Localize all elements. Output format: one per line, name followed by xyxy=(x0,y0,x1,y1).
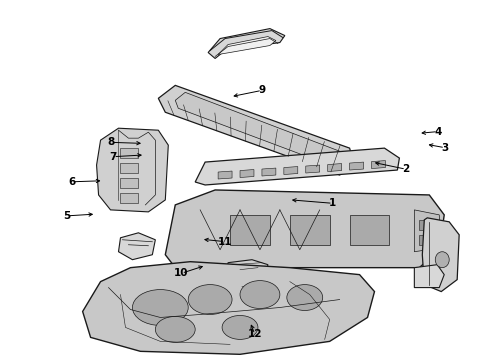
Ellipse shape xyxy=(287,285,323,310)
Polygon shape xyxy=(284,167,298,175)
Text: 12: 12 xyxy=(247,329,262,339)
Text: 5: 5 xyxy=(63,211,71,221)
Polygon shape xyxy=(240,170,254,177)
Text: 6: 6 xyxy=(68,177,75,187)
Polygon shape xyxy=(121,193,138,203)
Polygon shape xyxy=(419,235,434,245)
Polygon shape xyxy=(422,218,459,292)
Ellipse shape xyxy=(240,280,280,309)
Polygon shape xyxy=(262,168,276,176)
Ellipse shape xyxy=(188,285,232,315)
Polygon shape xyxy=(415,265,444,288)
Text: 11: 11 xyxy=(218,237,233,247)
Text: 10: 10 xyxy=(174,268,189,278)
Text: 8: 8 xyxy=(107,138,114,147)
Polygon shape xyxy=(225,260,268,282)
Polygon shape xyxy=(218,37,276,54)
Text: 1: 1 xyxy=(329,198,337,208)
Polygon shape xyxy=(83,262,374,354)
Text: 2: 2 xyxy=(402,164,410,174)
Polygon shape xyxy=(371,161,386,168)
Polygon shape xyxy=(306,165,319,173)
Polygon shape xyxy=(419,220,434,230)
Polygon shape xyxy=(218,171,232,179)
Polygon shape xyxy=(232,282,272,303)
Polygon shape xyxy=(208,28,285,58)
Ellipse shape xyxy=(155,316,195,342)
Polygon shape xyxy=(119,233,155,260)
Polygon shape xyxy=(158,85,355,175)
Polygon shape xyxy=(328,163,342,171)
Text: 3: 3 xyxy=(441,143,449,153)
Polygon shape xyxy=(195,148,399,185)
Polygon shape xyxy=(230,215,270,245)
Polygon shape xyxy=(121,178,138,188)
Polygon shape xyxy=(415,210,441,252)
Text: 4: 4 xyxy=(434,127,441,136)
Text: 9: 9 xyxy=(259,85,266,95)
Ellipse shape xyxy=(435,252,449,268)
Polygon shape xyxy=(165,190,444,268)
Polygon shape xyxy=(349,162,364,170)
Polygon shape xyxy=(290,215,330,245)
Polygon shape xyxy=(121,163,138,173)
Polygon shape xyxy=(175,92,347,168)
Text: 7: 7 xyxy=(110,152,117,162)
Ellipse shape xyxy=(132,289,188,325)
Polygon shape xyxy=(121,148,138,158)
Polygon shape xyxy=(97,128,168,212)
Ellipse shape xyxy=(222,315,258,339)
Polygon shape xyxy=(349,215,390,245)
